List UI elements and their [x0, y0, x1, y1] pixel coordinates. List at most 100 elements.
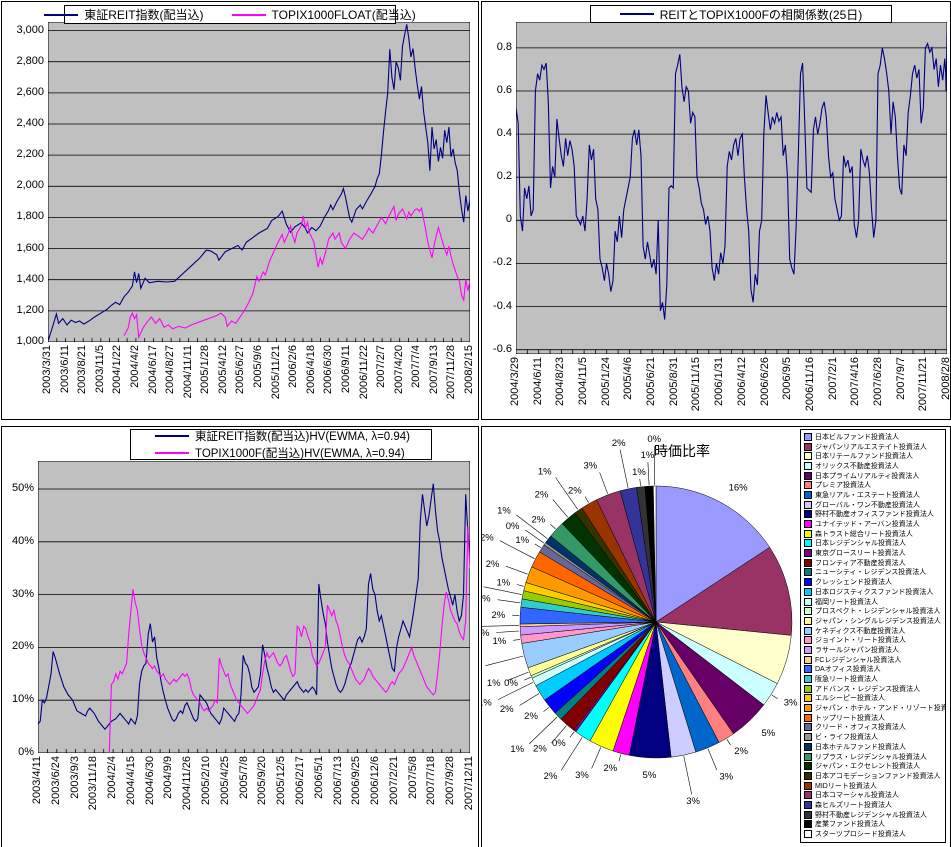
- pie-legend-item: 産業ファンド投資法人: [801, 820, 945, 830]
- pie-label-leader: [683, 756, 692, 795]
- pie-percent-label: 1%: [482, 594, 491, 605]
- x-axis-date-label: 2004/11/5: [577, 357, 590, 406]
- x-axis-date-label: 2004/1/22: [111, 345, 124, 394]
- pie-legend-label: 森ヒルズリート投資法人: [815, 801, 892, 809]
- x-axis-date-label: 2006/4/18: [304, 345, 317, 394]
- pie-legend-item: 野村不動産オフィスファンド投資法人: [801, 510, 945, 520]
- legend-color-swatch-icon: [804, 510, 812, 519]
- legend-color-swatch-icon: [804, 791, 812, 800]
- x-axis-date-label: 2005/6/27: [234, 345, 247, 394]
- pie-legend-item: FCレジデンシャル投資法人: [801, 655, 945, 665]
- x-axis-date-label: 2006/1/31: [713, 357, 726, 406]
- legend-color-swatch-icon: [804, 490, 812, 499]
- pie-label-leader: [505, 565, 528, 575]
- pie-label-leader: [591, 747, 602, 769]
- pie-slice: [655, 546, 793, 636]
- legend-color-swatch-icon: [804, 684, 812, 693]
- pie-slice: [655, 485, 771, 623]
- pie-legend-label: 日本ビルファンド投資法人: [815, 433, 899, 441]
- x-axis-date-label: 2007/2/1: [826, 357, 839, 400]
- x-axis-date-label: 2006/9/11: [339, 345, 352, 394]
- navy-line-swatch-icon: [44, 13, 79, 16]
- legend-color-swatch-icon: [804, 452, 812, 461]
- pie-label-leader: [485, 655, 524, 666]
- legend-entry: 東証REIT指数(配当込)HV(EWMA, λ=0.94): [155, 428, 410, 444]
- pie-legend-label: グローバル・ワン不動産投資法人: [815, 501, 920, 509]
- pie-legend-item: 日本ビルファンド投資法人: [801, 432, 945, 442]
- y-axis-tick-label: 1,400: [16, 272, 44, 285]
- pie-label-leader: [497, 599, 521, 604]
- navy-line-swatch-icon: [155, 435, 189, 437]
- pie-legend-label: 森トラスト総合リート投資法人: [815, 530, 913, 538]
- pie-percent-label: 0%: [647, 434, 661, 445]
- y-axis-tick-label: 0.6: [496, 83, 512, 96]
- pie-legend-item: ユナイテッド・アーバン投資法人: [801, 519, 945, 529]
- pie-legend-item: ジョイント・リート投資法人: [801, 635, 945, 645]
- pie-legend-label: ジャパン・シングルレジデンス投資法人: [815, 617, 941, 625]
- pie-legend-label: プロスペクト・レジデンシャル投資法人: [815, 608, 941, 616]
- legend-color-swatch-icon: [804, 500, 812, 509]
- legend-color-swatch-icon: [804, 471, 812, 480]
- legend-color-swatch-icon: [804, 645, 812, 654]
- x-axis-date-label: 2006/2/17: [293, 756, 306, 805]
- pie-percent-label: 1%: [487, 678, 501, 689]
- pie-legend-label: ケネディクス不動産投資法人: [815, 627, 906, 635]
- x-axis-date-label: 2007/5/8: [406, 756, 419, 799]
- pie-legend-label: トップリート投資法人: [815, 714, 885, 722]
- x-axis-date-label: 2004/9/9: [162, 756, 175, 799]
- pie-legend-label: 阪急リート投資法人: [815, 676, 878, 684]
- pie-legend-label: 日本プライムリアルティ投資法人: [815, 472, 920, 480]
- legend-color-swatch-icon: [804, 626, 812, 635]
- x-axis-date-label: 2005/11/21: [269, 345, 282, 400]
- x-axis-date-label: 2006/12/6: [369, 756, 382, 805]
- pie-percent-label: 2%: [482, 533, 494, 544]
- pie-legend-item: ジャパン・エクセレント投資法人: [801, 761, 945, 771]
- legend-color-swatch-icon: [804, 771, 812, 780]
- pie-legend-item: 阪急リート投資法人: [801, 674, 945, 684]
- series-line-0: [516, 30, 947, 320]
- pie-legend: 日本ビルファンド投資法人 ジャパンリアルエステイト投資法人 日本リテールファンド投資…: [800, 429, 946, 843]
- historical-volatility-plot-area: [38, 461, 470, 753]
- pie-legend-label: フロンティア不動産投資法人: [815, 559, 906, 567]
- legend-color-swatch-icon: [804, 549, 812, 558]
- pie-label-leader: [647, 462, 650, 486]
- pie-percent-label: 1%: [496, 578, 510, 589]
- x-axis-date-label: 2005/11/15: [690, 357, 703, 412]
- x-axis-date-label: 2005/9/6: [252, 345, 264, 388]
- series-line-1: [108, 525, 470, 753]
- pie-legend-label: 東急リアル・エステート投資法人: [815, 491, 920, 499]
- x-axis-date-label: 2005/8/31: [667, 357, 680, 406]
- pie-legend-item: 森ヒルズリート投資法人: [801, 800, 945, 810]
- pie-legend-label: 福岡リート投資法人: [815, 598, 878, 606]
- pie-label-leader: [496, 630, 520, 633]
- pie-label-leader: [506, 671, 529, 681]
- pie-percent-label: 1%: [515, 535, 529, 546]
- x-axis-date-label: 2004/8/23: [554, 357, 567, 406]
- pie-label-leader: [550, 523, 556, 530]
- pie-legend-item: グローバル・ワン不動産投資法人: [801, 500, 945, 510]
- legend-color-swatch-icon: [804, 529, 812, 538]
- pie-legend-item: 森トラスト総合リート投資法人: [801, 529, 945, 539]
- legend-color-swatch-icon: [804, 587, 812, 596]
- x-axis-date-label: 2003/3/31: [41, 345, 53, 394]
- pie-label-leader: [771, 694, 778, 700]
- y-axis-tick-label: 1,000: [16, 335, 44, 347]
- legend-color-swatch-icon: [804, 762, 812, 771]
- x-axis-date-label: 2006/9/25: [350, 756, 363, 805]
- y-axis-tick-label: 40%: [11, 534, 34, 547]
- legend-label: TOPIX1000F(配当込)HV(EWMA, λ=0.94): [195, 448, 405, 460]
- x-axis-date-label: 2007/11/28: [445, 345, 458, 400]
- reit-topix-correlation-plot-area: [516, 22, 947, 354]
- x-axis-date-label: 2005/6/21: [645, 357, 658, 406]
- series-line-1: [123, 204, 470, 340]
- x-axis-date-label: 2003/9/3: [68, 756, 81, 799]
- pie-legend-label: 日本ロジスティクスファンド投資法人: [815, 588, 934, 596]
- pie-label-leader: [555, 477, 579, 510]
- pie-legend-label: 日本アコモデーションファンド投資法人: [815, 772, 941, 780]
- pie-label-leader: [528, 716, 558, 745]
- pie-title: 時価比率: [654, 443, 710, 459]
- x-axis-date-label: 2004/4/2: [128, 345, 141, 388]
- pie-label-leader: [619, 449, 629, 488]
- x-axis-date-label: 2007/2/7: [375, 345, 388, 388]
- y-axis-tick-label: -0.2: [493, 256, 512, 269]
